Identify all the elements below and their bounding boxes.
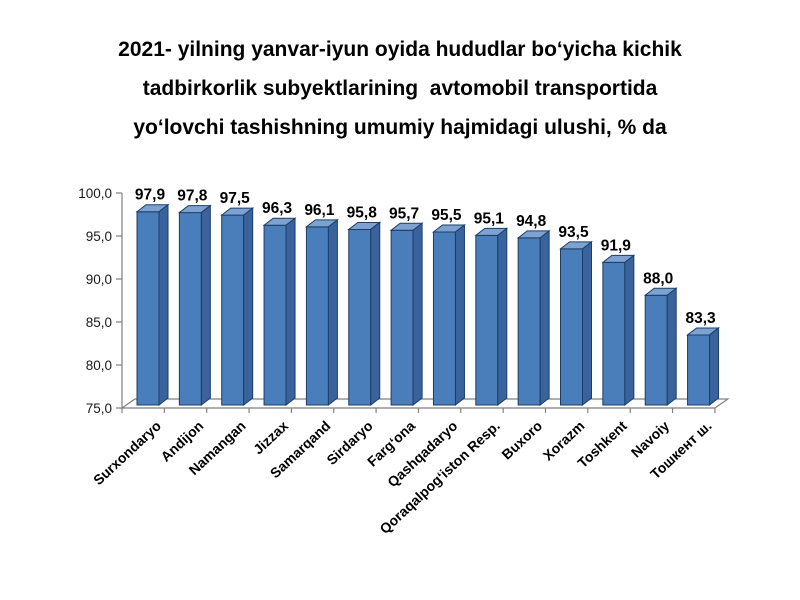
bar-value-label: 96,3 xyxy=(262,200,293,217)
y-tick-label: 90,0 xyxy=(86,272,112,287)
bar-value-label: 91,9 xyxy=(601,237,632,254)
y-tick-label: 75,0 xyxy=(86,401,112,416)
chart-title-line-2: tadbirkorlik subyektlarining avtomobil t… xyxy=(142,77,658,100)
bar-side-face xyxy=(666,287,677,407)
y-tick-label: 80,0 xyxy=(86,358,112,373)
chart-title: 2021- yilning yanvar-iyun oyida hududlar… xyxy=(0,30,800,147)
bar-side-face xyxy=(497,227,508,407)
bar xyxy=(560,248,583,406)
bar-value-label: 95,7 xyxy=(389,205,419,222)
bar-value-label: 93,5 xyxy=(558,224,589,241)
y-tick-label: 85,0 xyxy=(86,315,112,330)
bar-side-face xyxy=(624,254,635,407)
bar-value-label: 95,1 xyxy=(474,210,505,227)
bar xyxy=(348,228,372,406)
bar xyxy=(517,237,541,406)
bar xyxy=(221,214,245,406)
bar xyxy=(475,234,499,406)
category-label: Surxondaryo xyxy=(90,417,164,488)
bar-side-face xyxy=(243,207,254,407)
bar-side-face xyxy=(412,222,423,407)
bar-side-face xyxy=(709,326,720,407)
bar-value-label: 97,9 xyxy=(135,187,166,204)
bar-value-label: 83,3 xyxy=(685,310,716,327)
category-label: Buxoro xyxy=(498,417,545,462)
bar xyxy=(687,334,711,406)
bar xyxy=(178,212,202,406)
bar-side-face xyxy=(582,240,592,407)
chart-title-line-3: yo‘lovchi tashishning umumiy hajmidagi u… xyxy=(133,116,667,139)
bar xyxy=(263,224,287,406)
bar-value-label: 95,8 xyxy=(347,204,378,221)
bar xyxy=(390,229,414,406)
chart-title-line-1: 2021- yilning yanvar-iyun oyida hududlar… xyxy=(118,38,682,61)
bar-value-label: 96,1 xyxy=(304,202,335,219)
bar-side-face xyxy=(158,203,169,407)
bar xyxy=(305,226,329,406)
bar-value-label: 95,5 xyxy=(431,207,462,224)
y-tick-label: 100,0 xyxy=(78,186,112,201)
bar xyxy=(432,231,456,406)
bar xyxy=(136,211,160,406)
bar xyxy=(602,261,626,406)
bar xyxy=(644,294,668,406)
bar-value-label: 88,0 xyxy=(643,270,673,287)
bar-side-face xyxy=(539,229,550,407)
bar-side-face xyxy=(327,218,338,407)
bar-value-label: 94,8 xyxy=(516,213,547,230)
chart-floor xyxy=(120,398,730,409)
y-tick-label: 95,0 xyxy=(86,229,112,244)
bar-value-label: 97,5 xyxy=(220,190,251,207)
bar-side-face xyxy=(370,221,381,407)
bar-value-label: 97,8 xyxy=(177,188,208,205)
bar-side-face xyxy=(200,204,211,407)
bar-side-face xyxy=(454,223,465,407)
bar-side-face xyxy=(285,217,296,407)
